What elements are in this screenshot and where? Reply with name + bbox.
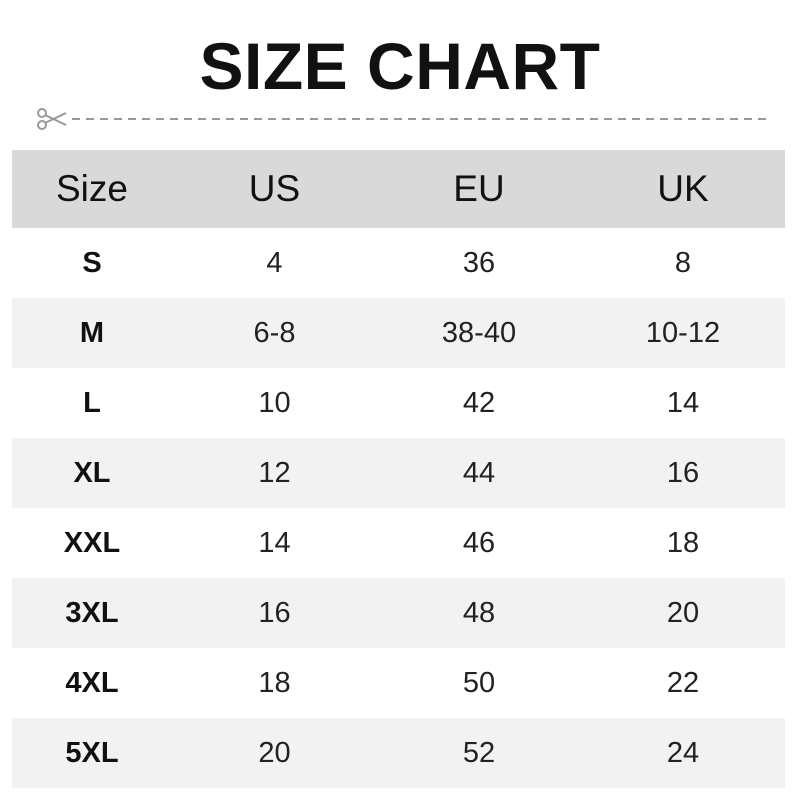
header-uk: UK	[581, 150, 785, 228]
cell-us: 10	[258, 386, 291, 419]
cell-size: L	[83, 386, 101, 419]
table-row: L 10 42 14	[12, 368, 785, 438]
cell-eu: 36	[462, 246, 496, 279]
cell-us: 16	[172, 578, 377, 648]
cell-eu: 50	[462, 666, 496, 699]
page-title: SIZE CHART	[199, 29, 601, 103]
cell-eu: 52	[377, 718, 581, 788]
cell-eu: 44	[377, 438, 581, 508]
header-eu: EU	[377, 150, 581, 228]
cell-eu: 42	[462, 386, 496, 419]
cell-uk: 14	[666, 386, 700, 419]
cell-size: XL	[12, 438, 172, 508]
cell-size: 3XL	[12, 578, 172, 648]
cell-uk: 16	[581, 438, 785, 508]
header-us: US	[172, 150, 377, 228]
table-header-row: Size US EU UK	[12, 150, 785, 228]
cell-uk: 24	[581, 718, 785, 788]
table-row: M 6-8 38-40 10-12	[12, 298, 785, 368]
cell-us: 12	[172, 438, 377, 508]
cell-us: 6-8	[172, 298, 377, 368]
cell-uk: 18	[666, 526, 700, 559]
cell-us: 4	[266, 246, 283, 279]
table-row: 4XL 18 50 22	[12, 648, 785, 718]
cell-size: 4XL	[65, 666, 119, 699]
cell-us: 20	[172, 718, 377, 788]
table-row: 3XL 16 48 20	[12, 578, 785, 648]
cell-uk: 8	[674, 246, 692, 279]
scissors-icon	[37, 108, 770, 130]
cell-eu: 38-40	[377, 298, 581, 368]
table-row: S 4 36 8	[12, 228, 785, 298]
table-row: XXL 14 46 18	[12, 508, 785, 578]
cell-size: S	[82, 246, 102, 279]
cell-uk: 22	[666, 666, 700, 699]
header-size: Size	[12, 150, 172, 228]
cell-uk: 10-12	[581, 298, 785, 368]
cell-eu: 48	[377, 578, 581, 648]
table-row: XL 12 44 16	[12, 438, 785, 508]
cell-us: 14	[258, 526, 291, 559]
table-row: 5XL 20 52 24	[12, 718, 785, 788]
cell-eu: 46	[462, 526, 496, 559]
cell-size: M	[12, 298, 172, 368]
size-chart-table: Size US EU UK S 4 36 8 M 6-8 38-40 10-12 L 10 42 14…	[12, 150, 785, 788]
cell-size: XXL	[63, 526, 121, 559]
cell-size: 5XL	[12, 718, 172, 788]
cell-us: 18	[258, 666, 291, 699]
cell-uk: 20	[581, 578, 785, 648]
